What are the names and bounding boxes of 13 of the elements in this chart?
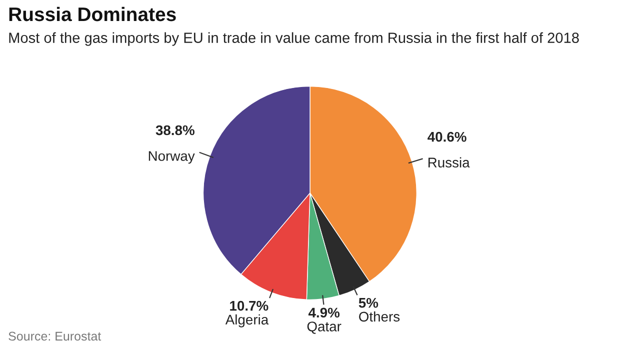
slice-label: Norway [148,151,195,164]
data-label: 5% [358,298,378,308]
slice-label: Qatar [307,322,342,334]
slice-label: Russia [428,157,470,168]
data-label: 4.9% [308,308,340,318]
data-label: 10.7% [230,300,268,311]
slice-label: Algeria [225,314,269,328]
chart-title: Russia Dominates [9,6,176,22]
chart-subtitle: Most of the gas imports by EU in trade in value came from Russia in the first half of 2018 [9,32,579,46]
data-label: 38.8% [156,125,194,136]
source-note: Source: Eurostat [8,332,102,341]
data-label: 40.6% [428,132,466,142]
slice-label: Others [359,311,400,322]
